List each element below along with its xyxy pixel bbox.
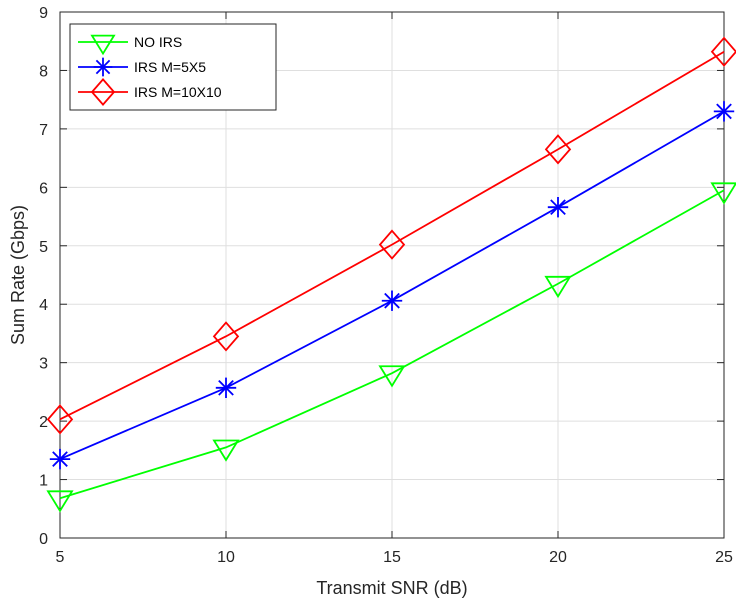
data-point <box>46 490 74 513</box>
y-tick-label: 1 <box>39 473 48 490</box>
series-layer <box>46 36 736 513</box>
legend: NO IRS IRS M=5X5 IRS M=10X10 <box>69 23 277 111</box>
y-tick-label: 5 <box>39 239 48 256</box>
legend-item: IRS M=10X10 <box>78 77 222 107</box>
data-point <box>378 229 406 260</box>
series-line <box>59 189 725 500</box>
y-tick-label: 2 <box>39 414 48 431</box>
data-point <box>544 134 572 165</box>
series-2 <box>49 101 735 470</box>
data-point <box>49 448 71 470</box>
data-point <box>710 36 736 67</box>
data-point <box>90 77 116 107</box>
data-point <box>215 377 237 398</box>
x-axis-ticks: 5 10 15 20 25 <box>56 12 733 566</box>
y-tick-label: 3 <box>39 356 48 373</box>
y-tick-label: 8 <box>39 63 48 80</box>
legend-label: NO IRS <box>134 34 182 50</box>
y-tick-label: 4 <box>39 297 48 314</box>
data-point <box>378 365 406 388</box>
x-tick-label: 20 <box>549 549 567 566</box>
x-axis-label: Transmit SNR (dB) <box>316 578 467 598</box>
y-tick-label: 0 <box>39 531 48 548</box>
legend-label: IRS M=10X10 <box>134 84 222 100</box>
data-point <box>46 404 74 435</box>
data-point <box>713 101 735 122</box>
x-tick-label: 5 <box>56 549 65 566</box>
y-tick-label: 6 <box>39 180 48 197</box>
series-3 <box>46 36 736 435</box>
data-point <box>710 182 736 205</box>
legend-item: IRS M=5X5 <box>78 57 206 77</box>
series-line <box>59 50 725 421</box>
data-point <box>212 439 240 462</box>
data-point <box>544 275 572 299</box>
data-point <box>90 34 116 56</box>
data-point <box>212 321 240 352</box>
y-axis-label: Sum Rate (Gbps) <box>8 205 28 345</box>
legend-label: IRS M=5X5 <box>134 59 206 75</box>
data-point <box>381 290 403 311</box>
x-tick-label: 15 <box>383 549 401 566</box>
series-1 <box>46 182 736 513</box>
x-tick-label: 10 <box>217 549 235 566</box>
data-point <box>547 197 569 218</box>
data-point <box>93 57 113 77</box>
y-axis-ticks: 0 1 2 3 4 5 6 7 8 9 <box>39 5 724 548</box>
y-tick-label: 7 <box>39 122 48 139</box>
x-tick-label: 25 <box>715 549 733 566</box>
legend-item: NO IRS <box>78 34 182 56</box>
y-tick-label: 9 <box>39 5 48 22</box>
